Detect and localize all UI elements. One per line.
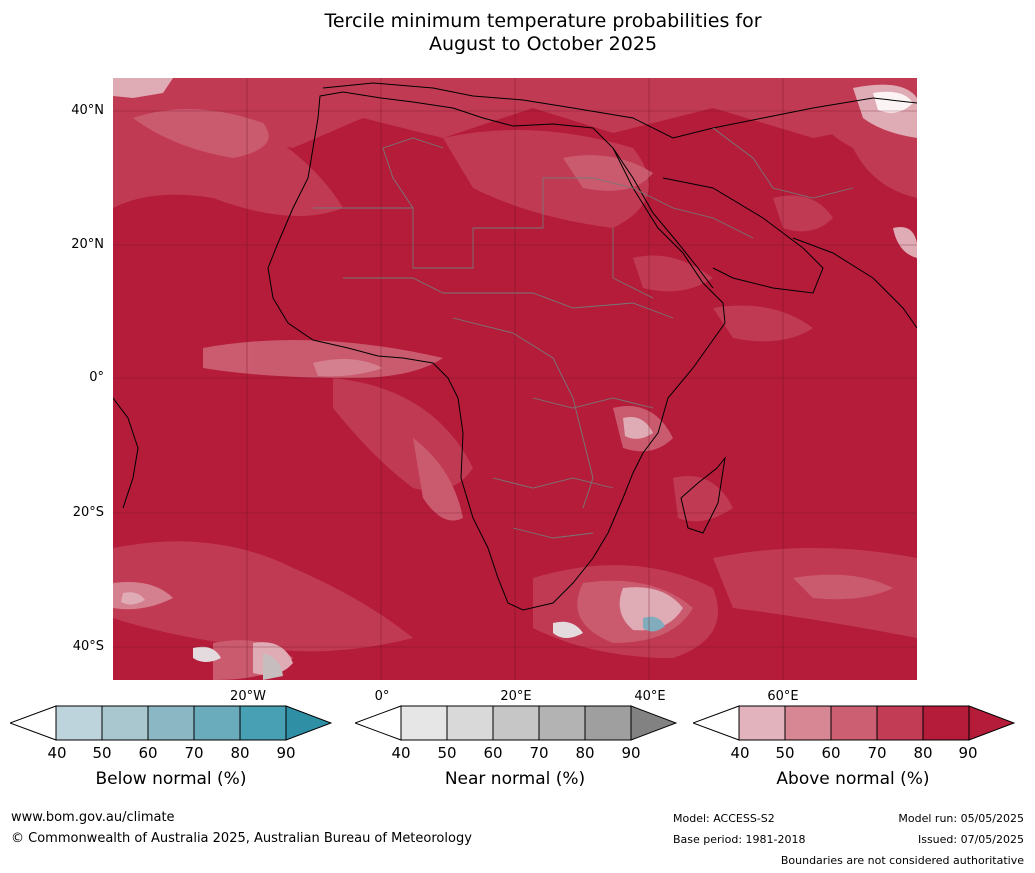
footer-disclaimer: Boundaries are not considered authoritat… [780,854,1024,867]
near-tick-70: 70 [529,744,549,762]
footer-copyright: © Commonwealth of Australia 2025, Austra… [11,831,472,846]
chart-title: Tercile minimum temperature probabilitie… [0,10,1035,56]
title-line-2: August to October 2025 [428,33,658,55]
near-tick-60: 60 [483,744,503,762]
below-tick-70: 70 [184,744,204,762]
graticule [113,78,917,680]
country-borders [313,127,854,539]
below-tick-40: 40 [47,744,67,762]
above-tick-70: 70 [867,744,887,762]
near-tick-90: 90 [621,744,641,762]
above-tick-60: 60 [821,744,841,762]
near-tick-50: 50 [437,744,457,762]
footer-model: Model: ACCESS-S2 [673,812,775,825]
above-tick-80: 80 [913,744,933,762]
probability-map[interactable] [113,78,917,680]
near-tick-40: 40 [391,744,411,762]
lat-label-40s: 40°S [72,639,104,654]
above-tick-90: 90 [958,744,978,762]
lat-label-40n: 40°N [71,103,104,118]
colorbar-near-normal [355,705,677,741]
above-normal-title: Above normal (%) [776,769,930,789]
near-tick-80: 80 [575,744,595,762]
lon-label-60e: 60°E [767,689,799,704]
lat-label-0: 0° [89,370,104,385]
below-tick-50: 50 [92,744,112,762]
probability-contours [113,78,917,680]
below-tick-80: 80 [230,744,250,762]
lon-label-20w: 20°W [230,689,266,704]
map-canvas [113,78,917,680]
above-tick-50: 50 [775,744,795,762]
below-normal-title: Below normal (%) [95,769,247,789]
below-tick-60: 60 [138,744,158,762]
coastlines [113,82,917,611]
near-normal-title: Near normal (%) [444,769,586,789]
footer-base-period: Base period: 1981-2018 [673,833,806,846]
above-tick-40: 40 [730,744,750,762]
footer-model-run: Model run: 05/05/2025 [898,812,1024,825]
footer-issued: Issued: 07/05/2025 [917,833,1024,846]
below-tick-90: 90 [276,744,296,762]
lon-label-20e: 20°E [500,689,532,704]
lat-label-20s: 20°S [72,505,104,520]
lon-label-0: 0° [374,689,390,704]
footer-url[interactable]: www.bom.gov.au/climate [11,810,175,825]
lon-label-40e: 40°E [634,689,666,704]
title-line-1: Tercile minimum temperature probabilitie… [324,10,762,32]
colorbar-above-normal [693,705,1015,741]
lat-label-20n: 20°N [71,237,104,252]
colorbar-below-normal [10,705,332,741]
